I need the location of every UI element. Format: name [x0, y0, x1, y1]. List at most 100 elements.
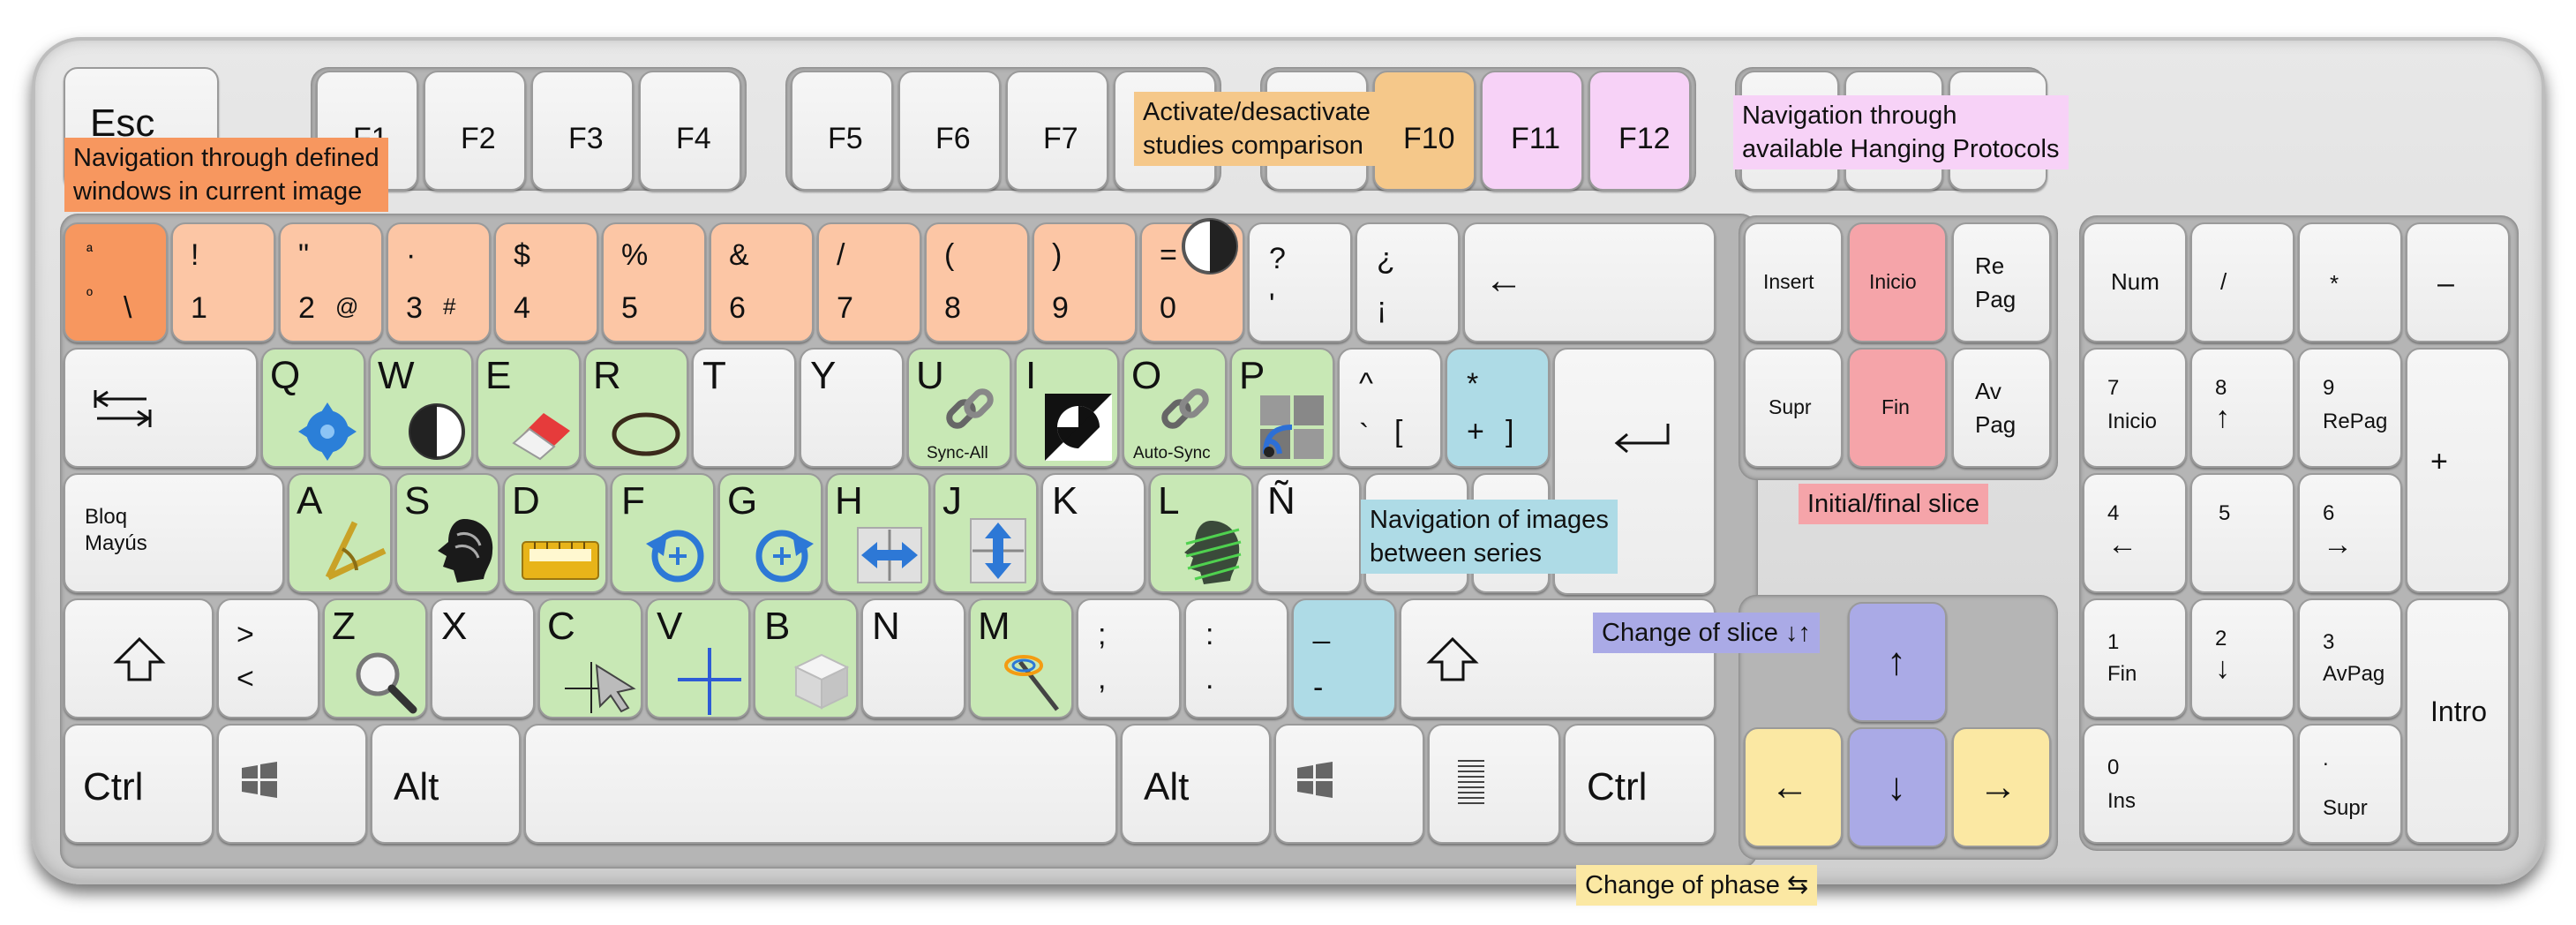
key-angle[interactable]: > < — [217, 598, 319, 718]
key-tab[interactable] — [64, 348, 258, 468]
key-k[interactable]: K — [1041, 473, 1145, 593]
key-caps-lock[interactable]: Bloq Mayús — [64, 473, 284, 593]
key-label: F6 — [935, 122, 971, 155]
key-b[interactable]: B — [754, 598, 858, 718]
key-num-lock[interactable]: Num — [2083, 222, 2187, 342]
key-fin[interactable]: Fin — [1848, 348, 1947, 468]
key-right-windows[interactable] — [1274, 724, 1424, 844]
key-i[interactable]: I — [1015, 348, 1119, 468]
key-inverted-exclamation[interactable]: ¿ ¡ — [1356, 222, 1460, 342]
key-backspace[interactable]: ← — [1463, 222, 1716, 342]
key-l[interactable]: L — [1149, 473, 1253, 593]
key-w[interactable]: W — [369, 348, 473, 468]
key-f12[interactable]: F12 — [1588, 71, 1691, 191]
key-numpad-1[interactable]: 1 Fin — [2083, 598, 2187, 718]
arrow-left-icon: ← — [1770, 765, 1809, 808]
key-numpad-multiply[interactable]: * — [2298, 222, 2402, 342]
key-numpad-3[interactable]: 3 AvPag — [2298, 598, 2402, 718]
key-6[interactable]: & 6 — [710, 222, 814, 342]
key-left-alt[interactable]: Alt — [371, 724, 521, 844]
key-menu[interactable] — [1428, 724, 1560, 844]
key-grave[interactable]: ^ ` [ — [1338, 348, 1442, 468]
key-numpad-enter[interactable]: Intro — [2406, 598, 2510, 844]
key-arrow-right[interactable]: → — [1952, 727, 2051, 847]
key-t[interactable]: T — [692, 348, 796, 468]
key-z[interactable]: Z — [323, 598, 427, 718]
key-re-pag[interactable]: Re Pag — [1952, 222, 2051, 342]
key-numpad-decimal[interactable]: . Supr — [2298, 724, 2402, 844]
key-3[interactable]: · 3 # — [387, 222, 491, 342]
key-numpad-8[interactable]: 8 ↑ — [2190, 348, 2294, 468]
key-f[interactable]: F — [611, 473, 715, 593]
key-2[interactable]: " 2 @ — [279, 222, 383, 342]
key-a[interactable]: A — [288, 473, 392, 593]
key-f11[interactable]: F11 — [1481, 71, 1583, 191]
key-plus[interactable]: * + ] — [1446, 348, 1550, 468]
key-numpad-7[interactable]: 7 Inicio — [2083, 348, 2187, 468]
key-d[interactable]: D — [503, 473, 607, 593]
key-numpad-0[interactable]: 0 Ins — [2083, 724, 2294, 844]
key-x[interactable]: X — [431, 598, 535, 718]
key-8[interactable]: ( 8 — [925, 222, 1029, 342]
key-y[interactable]: Y — [800, 348, 904, 468]
key-f3[interactable]: F3 — [531, 71, 634, 191]
key-f5[interactable]: F5 — [791, 71, 893, 191]
key-supr[interactable]: Supr — [1744, 348, 1843, 468]
key-inicio[interactable]: Inicio — [1848, 222, 1947, 342]
callout-change-of-phase: Change of phase ⇆ — [1576, 865, 1818, 906]
key-1[interactable]: ! 1 — [171, 222, 275, 342]
key-c[interactable]: C — [538, 598, 642, 718]
key-numpad-2[interactable]: 2 ↓ — [2190, 598, 2294, 718]
key-s[interactable]: S — [395, 473, 499, 593]
key-r[interactable]: R — [584, 348, 688, 468]
key-enye[interactable]: Ñ — [1257, 473, 1361, 593]
key-numpad-6[interactable]: 6 → — [2298, 473, 2402, 593]
key-f1[interactable]: F1 — [316, 71, 418, 191]
key-right-ctrl[interactable]: Ctrl — [1564, 724, 1716, 844]
key-left-ctrl[interactable]: Ctrl — [64, 724, 214, 844]
key-f10[interactable]: F10 — [1373, 71, 1476, 191]
key-arrow-up[interactable]: ↑ — [1848, 602, 1947, 722]
key-5[interactable]: % 5 — [602, 222, 706, 342]
key-alt-gr[interactable]: Alt — [1121, 724, 1271, 844]
key-e[interactable]: E — [477, 348, 581, 468]
key-g[interactable]: G — [718, 473, 822, 593]
shift-icon — [113, 636, 166, 681]
key-apostrophe[interactable]: ? ' — [1248, 222, 1352, 342]
eraser-icon — [512, 413, 570, 461]
key-insert[interactable]: Insert — [1744, 222, 1843, 342]
key-q[interactable]: Q — [261, 348, 365, 468]
key-av-pag[interactable]: Av Pag — [1952, 348, 2051, 468]
key-space[interactable] — [524, 724, 1117, 844]
key-j[interactable]: J — [934, 473, 1038, 593]
key-left-windows[interactable] — [217, 724, 367, 844]
key-ordinal[interactable]: ª º \ — [64, 222, 168, 342]
key-v[interactable]: V — [646, 598, 750, 718]
key-numpad-divide[interactable]: / — [2190, 222, 2294, 342]
key-minus[interactable]: _ - — [1292, 598, 1396, 718]
key-9[interactable]: ) 9 — [1033, 222, 1137, 342]
key-numpad-5[interactable]: 5 — [2190, 473, 2294, 593]
key-numpad-minus[interactable]: – — [2406, 222, 2510, 342]
callout-line: Change of phase ⇆ — [1585, 871, 1809, 899]
key-h[interactable]: H — [826, 473, 930, 593]
key-m[interactable]: M — [969, 598, 1073, 718]
key-comma[interactable]: ; , — [1077, 598, 1181, 718]
key-7[interactable]: / 7 — [817, 222, 921, 342]
key-period[interactable]: : . — [1184, 598, 1288, 718]
key-f6[interactable]: F6 — [898, 71, 1001, 191]
key-numpad-4[interactable]: 4 ← — [2083, 473, 2187, 593]
key-u[interactable]: U Sync-All — [907, 348, 1011, 468]
key-p[interactable]: P — [1230, 348, 1334, 468]
key-numpad-plus[interactable]: + — [2406, 348, 2510, 593]
key-f2[interactable]: F2 — [424, 71, 526, 191]
key-f7[interactable]: F7 — [1006, 71, 1108, 191]
key-numpad-9[interactable]: 9 RePag — [2298, 348, 2402, 468]
key-arrow-down[interactable]: ↓ — [1848, 727, 1947, 847]
key-arrow-left[interactable]: ← — [1744, 727, 1843, 847]
key-n[interactable]: N — [861, 598, 965, 718]
key-4[interactable]: $ 4 — [494, 222, 598, 342]
key-f4[interactable]: F4 — [639, 71, 741, 191]
key-left-shift[interactable] — [64, 598, 214, 718]
key-o[interactable]: O Auto-Sync — [1123, 348, 1227, 468]
